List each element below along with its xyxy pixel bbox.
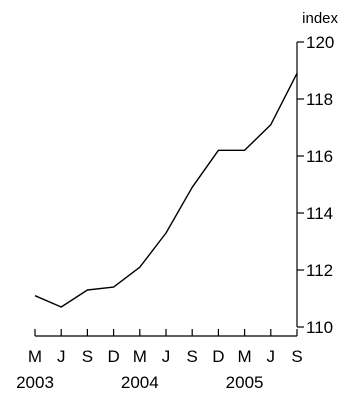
x-tick-label: D <box>107 347 119 366</box>
x-tick-label: J <box>57 347 66 366</box>
x-tick-label: J <box>162 347 171 366</box>
x-year-label: 2004 <box>121 373 159 392</box>
y-tick-label: 118 <box>306 90 333 109</box>
series-group <box>34 72 298 308</box>
axes <box>35 42 298 337</box>
x-tick-label: S <box>187 347 198 366</box>
x-tick-label: S <box>291 347 302 366</box>
x-tick-label: M <box>28 347 42 366</box>
y-tick-label: 120 <box>306 33 334 52</box>
y-tick-label: 114 <box>306 204 333 223</box>
x-tick-label: J <box>267 347 276 366</box>
y-tick-label: 110 <box>306 318 333 337</box>
x-tick-label: S <box>82 347 93 366</box>
y-axis-label: index <box>302 10 338 27</box>
y-tick-label: 112 <box>306 261 333 280</box>
x-year-label: 2003 <box>16 373 54 392</box>
y-tick-label: 116 <box>306 147 333 166</box>
x-tick-label: D <box>212 347 224 366</box>
x-tick-label: M <box>133 347 147 366</box>
series-line <box>34 72 298 308</box>
x-year-label: 2005 <box>226 373 264 392</box>
y-axis-ticks: 110 112 114 116 118 120 <box>297 33 334 337</box>
x-tick-label: M <box>238 347 252 366</box>
